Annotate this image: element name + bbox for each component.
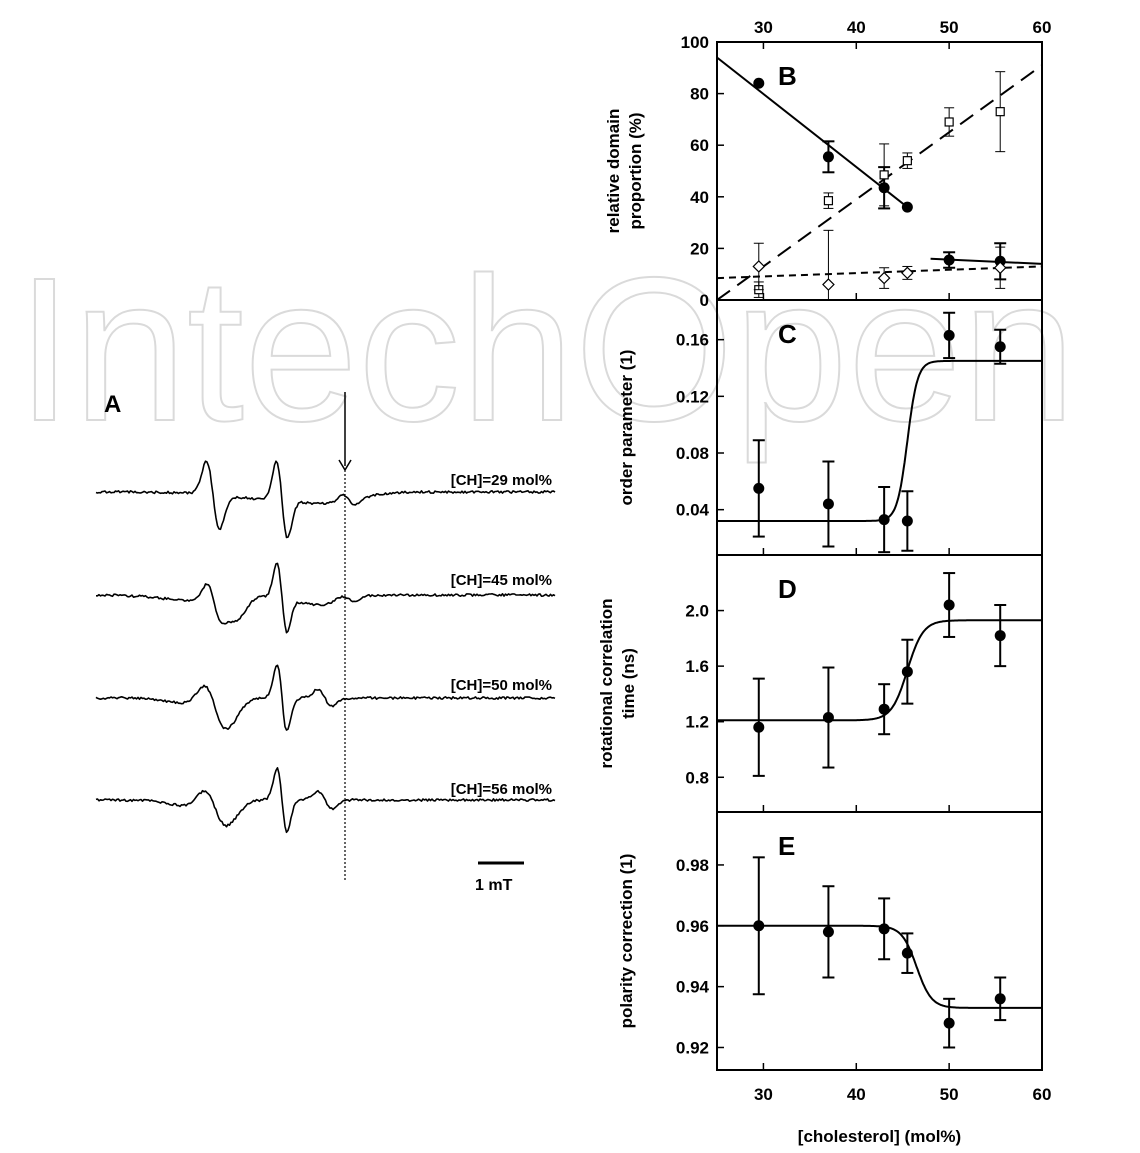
data-point-c-s1-6 xyxy=(994,341,1006,353)
y-tick-label-c: 0.08 xyxy=(676,444,709,463)
fit-line-1 xyxy=(717,56,908,208)
x-tick-label-top: 30 xyxy=(754,18,773,37)
data-point-square-2 xyxy=(823,196,834,206)
panel-d: D 0.8 1.2 1.6 2.0 rotational correlation time … xyxy=(597,554,1043,813)
x-tick-label-bottom: 60 xyxy=(1033,1085,1052,1104)
plot-area-b xyxy=(717,56,1042,300)
y-tick-label-e: 0.92 xyxy=(676,1038,709,1057)
data-point-d-s1-6 xyxy=(994,630,1006,642)
y-axis-label-d: rotational correlation xyxy=(597,598,616,768)
y-tick-label-c: 0.16 xyxy=(676,331,709,350)
y-tick-label-e: 0.98 xyxy=(676,856,709,875)
data-point-diamond-4 xyxy=(901,266,914,280)
data-point-diamond-2 xyxy=(822,278,835,291)
scale-bar-label: 1 mT xyxy=(475,877,513,894)
x-tick-label-bottom: 40 xyxy=(847,1085,866,1104)
spectrum-trace-1 xyxy=(95,460,556,539)
y-axis-label-c: order parameter (1) xyxy=(617,350,636,506)
y-tick-label-b: 20 xyxy=(690,239,709,258)
fit-line-4 xyxy=(717,265,1042,280)
plot-area-d xyxy=(717,572,1042,777)
panel-d-letter: D xyxy=(778,574,797,604)
y-axis-label-d: time (ns) xyxy=(619,648,638,719)
spectrum-label-45: [CH]=45 mol% xyxy=(451,572,552,589)
y-tick-label-d: 0.8 xyxy=(685,768,709,787)
fit-line-3 xyxy=(717,64,1042,300)
sigmoid-fit-curve xyxy=(717,619,1042,722)
data-point-diamond-1 xyxy=(752,260,766,273)
panel-b: B 0 20 40 60 80 100 30 40 50 60 relative domain prop… xyxy=(604,18,1052,310)
y-tick-label-d: 1.2 xyxy=(685,713,709,732)
data-point-c-s1-4 xyxy=(901,515,913,527)
plot-area-e xyxy=(717,856,1042,1049)
data-point-square-3 xyxy=(879,170,889,180)
y-tick-label-d: 2.0 xyxy=(685,602,709,621)
panel-a: A 1 mT [CH]=29 mol% [CH]=45 mol% [CH]=50… xyxy=(95,391,556,894)
panels-b-to-e: B 0 20 40 60 80 100 30 40 50 60 relative domain prop… xyxy=(597,18,1051,1146)
y-tick-label-e: 0.96 xyxy=(676,917,709,936)
data-point-d-s1-1 xyxy=(753,721,765,733)
y-tick-label-c: 0.04 xyxy=(676,501,710,520)
data-point-b-s1-1 xyxy=(753,77,765,89)
plot-area-c xyxy=(717,311,1042,554)
sigmoid-fit-curve xyxy=(717,924,1042,1009)
x-tick-label-bottom: 50 xyxy=(940,1085,959,1104)
panel-c-letter: C xyxy=(778,319,797,349)
data-point-diamond-3 xyxy=(877,271,891,285)
spectrum-trace-2 xyxy=(96,562,556,634)
data-point-e-s1-4 xyxy=(901,947,913,959)
x-tick-label-bottom: 30 xyxy=(754,1085,773,1104)
data-point-b-s2-1 xyxy=(943,254,955,266)
y-tick-label-c: 0.12 xyxy=(676,387,709,406)
watermark-text: IntechOpen xyxy=(16,235,1076,464)
spectrum-trace-3 xyxy=(95,664,556,731)
spectrum-trace-4 xyxy=(95,767,556,834)
spectrum-label-56: [CH]=56 mol% xyxy=(451,781,552,798)
y-tick-label-d: 1.6 xyxy=(685,657,709,676)
y-tick-label-b: 60 xyxy=(690,136,709,155)
data-point-diamond-5 xyxy=(993,261,1007,275)
data-point-c-s1-2 xyxy=(822,498,834,510)
data-point-b-s1-2 xyxy=(822,151,834,163)
data-point-d-s1-5 xyxy=(943,599,955,611)
y-axis-label-b: relative domain xyxy=(604,109,623,234)
data-point-c-s1-5 xyxy=(943,329,955,341)
spectrum-label-29: [CH]=29 mol% xyxy=(451,472,552,489)
spectrum-label-50: [CH]=50 mol% xyxy=(451,677,552,694)
data-point-c-s1-3 xyxy=(878,514,890,526)
data-point-c-s1-1 xyxy=(753,482,765,494)
data-point-e-s1-1 xyxy=(753,920,765,932)
data-point-square-5 xyxy=(944,117,954,127)
panel-a-letter: A xyxy=(104,391,121,418)
x-tick-label-top: 40 xyxy=(847,18,866,37)
panel-e-letter: E xyxy=(778,831,795,861)
panel-b-letter: B xyxy=(778,61,797,91)
data-point-b-s1-4 xyxy=(901,201,913,213)
data-point-d-s1-3 xyxy=(878,703,890,715)
data-point-square-4 xyxy=(902,156,912,166)
data-point-square-6 xyxy=(995,107,1005,117)
x-axis-label: [cholesterol] (mol%) xyxy=(798,1127,961,1146)
data-point-e-s1-3 xyxy=(878,923,890,935)
y-tick-label-b: 100 xyxy=(681,33,709,52)
data-point-d-s1-2 xyxy=(822,712,834,724)
y-axis-label-e: polarity correction (1) xyxy=(617,854,636,1029)
y-tick-label-b: 80 xyxy=(690,85,709,104)
panel-e-frame xyxy=(716,811,1043,1071)
x-tick-label-top: 60 xyxy=(1033,18,1052,37)
panel-e: E 0.92 0.94 0.96 0.98 30 40 50 60 polarity correc… xyxy=(617,811,1052,1146)
data-point-d-s1-4 xyxy=(901,666,913,678)
data-point-e-s1-5 xyxy=(943,1017,955,1029)
y-tick-label-e: 0.94 xyxy=(676,978,710,997)
y-tick-label-b: 40 xyxy=(690,188,709,207)
x-tick-label-top: 50 xyxy=(940,18,959,37)
data-point-e-s1-2 xyxy=(822,926,834,938)
data-point-e-s1-6 xyxy=(994,993,1006,1005)
y-axis-label-b: proportion (%) xyxy=(626,112,645,229)
y-tick-label-b: 0 xyxy=(700,291,709,310)
